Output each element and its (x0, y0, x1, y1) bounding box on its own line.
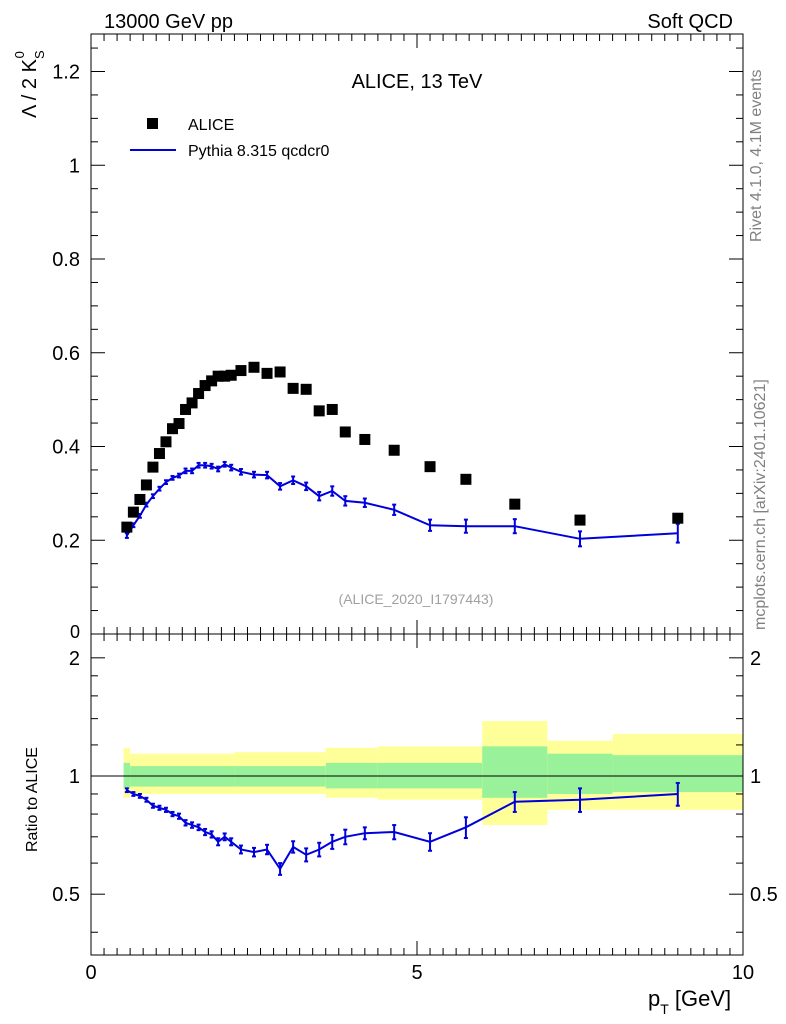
ratio-band-inner (482, 746, 548, 798)
ratio-series (124, 781, 680, 876)
data-point (140, 479, 152, 491)
data-point (339, 426, 351, 438)
main-ylabel: Λ / 2 KS0 (12, 50, 47, 118)
data-point (160, 436, 172, 448)
main-ylabel-text: Λ / 2 K (19, 58, 41, 118)
ratio-ylabel: Ratio to ALICE (24, 747, 41, 852)
data-point (326, 403, 338, 415)
data-point (212, 370, 224, 382)
data-point (424, 461, 436, 473)
ratio-xlabel-sub: T (660, 1001, 669, 1017)
data-point (206, 375, 218, 387)
data-point (274, 366, 286, 378)
data-point (388, 444, 400, 456)
data-point (199, 380, 211, 392)
main-zero-label: 0 (70, 622, 80, 642)
ratio-ytick-labels: 0.5 0.5 1 1 2 2 (52, 648, 778, 906)
ratio-xlabel: pT [GeV] (648, 986, 731, 1017)
ratio-ytick-label: 2 (69, 648, 80, 670)
ratio-ytick-label: 1 (69, 766, 80, 788)
main-ytick-label: 0.6 (52, 343, 80, 365)
data-point (509, 498, 521, 510)
data-point (460, 473, 472, 485)
main-ticks (90, 34, 744, 634)
chart-title: ALICE, 13 TeV (352, 71, 483, 93)
ratio-xtick-label: 10 (732, 962, 754, 984)
data-point (180, 403, 192, 415)
ratio-xlabel-text: p (648, 986, 660, 1011)
data-point (219, 370, 231, 382)
ratio-panel: 0.5 0.5 1 1 2 2 0 5 10 Ratio to ALICE pT [GeV] (24, 633, 778, 1017)
data-point (248, 361, 260, 373)
data-point (300, 383, 312, 395)
header-right: Soft QCD (647, 11, 733, 33)
main-ytick-label: 0.2 (52, 530, 80, 552)
data-point (121, 521, 133, 533)
data-point (313, 405, 325, 417)
data-point (359, 433, 371, 445)
data-point (672, 512, 684, 524)
data-point (186, 397, 198, 409)
main-ytick-label: 1 (69, 155, 80, 177)
legend-mc-label: Pythia 8.315 qcdcr0 (188, 143, 330, 160)
main-ytick-label: 0.8 (52, 249, 80, 271)
ratio-xtick-labels: 0 5 10 (85, 962, 754, 984)
version-label: Rivet 4.1.0, 4.1M events (748, 69, 765, 242)
data-series (121, 361, 684, 533)
data-point (153, 448, 165, 460)
data-point (287, 382, 299, 394)
main-ytick-label: 0.4 (52, 437, 80, 459)
ratio-band-inner (547, 753, 613, 794)
data-point (127, 506, 139, 518)
mc-series (124, 460, 680, 548)
ratio-ytick-label: 0.5 (52, 884, 80, 906)
data-point (193, 388, 205, 400)
data-point (235, 365, 247, 377)
data-point (261, 367, 273, 379)
ratio-ytick-label-right: 1 (750, 766, 761, 788)
legend: ALICE Pythia 8.315 qcdcr0 (130, 117, 330, 160)
ratio-ytick-label-right: 0.5 (750, 884, 778, 906)
data-point (147, 461, 159, 473)
mc-line (126, 463, 678, 540)
ratio-xlabel-unit: [GeV] (669, 986, 731, 1011)
data-point (574, 514, 586, 526)
data-point (167, 423, 178, 435)
main-ylabel-sub: S (32, 50, 47, 59)
main-ytick-labels: 0.2 0.4 0.6 0.8 1 1.2 (52, 62, 80, 553)
legend-data-label: ALICE (188, 117, 234, 134)
data-point (134, 493, 146, 505)
ratio-ticks (90, 634, 744, 955)
main-ytick-label: 1.2 (52, 62, 80, 84)
ratio-ytick-label-right: 2 (750, 648, 761, 670)
main-ylabel-sup: 0 (12, 51, 27, 58)
source-label: mcplots.cern.ch [arXiv:2401.10621] (752, 379, 769, 630)
data-point (173, 418, 185, 430)
ratio-xtick-label: 0 (85, 962, 96, 984)
legend-data-marker (147, 118, 158, 129)
data-point (225, 369, 237, 381)
reference-label: (ALICE_2020_I1797443) (339, 591, 494, 607)
ratio-bands (123, 721, 743, 826)
header-left: 13000 GeV pp (104, 11, 233, 33)
main-panel: 0.2 0.4 0.6 0.8 1 1.2 0 ALICE, 13 TeV (ALICE_… (12, 33, 744, 642)
ratio-xtick-label: 5 (411, 962, 422, 984)
